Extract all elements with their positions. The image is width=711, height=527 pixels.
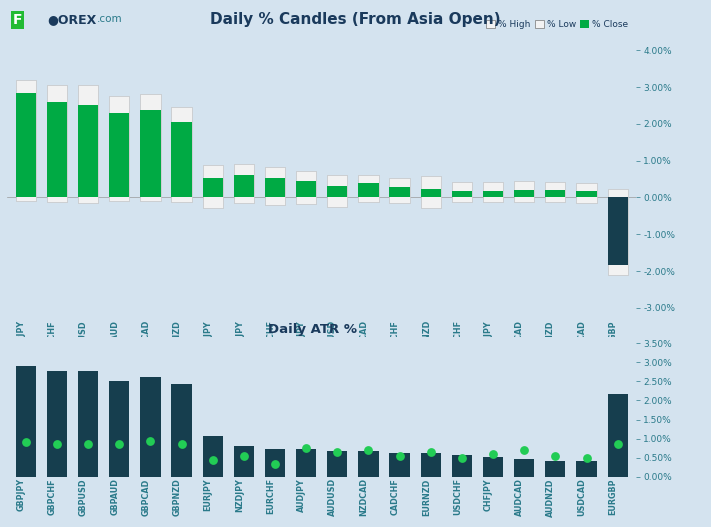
Text: Daily % Candles (From Asia Open): Daily % Candles (From Asia Open) (210, 12, 501, 26)
Bar (421, 176, 441, 209)
Point (487, 450, 498, 458)
Bar (514, 458, 535, 477)
Bar (390, 187, 410, 198)
Point (331, 448, 343, 456)
Point (114, 440, 125, 448)
Point (363, 446, 374, 454)
Bar (327, 187, 348, 198)
Bar (234, 163, 254, 203)
Bar (514, 181, 535, 202)
Bar (203, 436, 223, 477)
Bar (109, 113, 129, 198)
Bar (203, 165, 223, 208)
Bar (607, 394, 628, 477)
Point (238, 452, 250, 460)
Bar (451, 182, 472, 202)
Point (82, 440, 94, 448)
Point (550, 452, 561, 460)
Bar (483, 457, 503, 477)
Bar (140, 94, 161, 201)
Bar (483, 182, 503, 202)
Point (425, 448, 437, 456)
Bar (358, 183, 378, 198)
Bar (390, 453, 410, 477)
Bar (16, 93, 36, 198)
Text: .com: .com (97, 14, 122, 24)
Point (176, 440, 187, 448)
Point (269, 460, 281, 468)
Point (518, 446, 530, 454)
Bar (451, 191, 472, 198)
Bar (358, 174, 378, 202)
Bar (483, 191, 503, 198)
Bar (203, 178, 223, 198)
Bar (296, 450, 316, 477)
Bar (78, 370, 98, 477)
Bar (577, 183, 597, 203)
Bar (78, 85, 98, 203)
Point (301, 444, 312, 453)
Bar (421, 453, 441, 477)
Bar (265, 450, 285, 477)
Bar (171, 122, 192, 198)
Bar (16, 80, 36, 201)
Bar (577, 461, 597, 477)
Bar (607, 189, 628, 275)
Bar (296, 171, 316, 204)
Bar (171, 384, 192, 477)
Bar (171, 108, 192, 202)
Text: F: F (13, 13, 22, 27)
Bar (545, 461, 565, 477)
Bar (545, 190, 565, 198)
Point (20, 438, 31, 447)
Bar (327, 451, 348, 477)
Bar (327, 174, 348, 207)
Bar (109, 380, 129, 477)
Point (456, 454, 468, 462)
Bar (545, 182, 565, 202)
Bar (296, 181, 316, 198)
Bar (577, 191, 597, 198)
Bar (421, 189, 441, 198)
Bar (265, 167, 285, 205)
Bar (607, 198, 628, 266)
Bar (47, 370, 67, 477)
Point (612, 440, 624, 448)
Bar (265, 178, 285, 198)
Bar (47, 85, 67, 202)
Point (51, 440, 63, 448)
Bar (140, 377, 161, 477)
Bar (390, 178, 410, 203)
Bar (451, 455, 472, 477)
Bar (47, 102, 67, 198)
Bar (109, 96, 129, 201)
Bar (358, 451, 378, 477)
Bar (140, 110, 161, 198)
Bar (16, 366, 36, 477)
Point (394, 452, 405, 460)
Text: Daily ATR %: Daily ATR % (268, 323, 358, 336)
Point (145, 436, 156, 445)
Point (207, 455, 218, 464)
Point (581, 454, 592, 462)
Legend: % High, % Low, % Close: % High, % Low, % Close (483, 16, 632, 33)
Bar (78, 105, 98, 198)
Bar (234, 174, 254, 198)
Text: ●OREX: ●OREX (47, 13, 96, 26)
Bar (514, 190, 535, 198)
Bar (234, 445, 254, 477)
